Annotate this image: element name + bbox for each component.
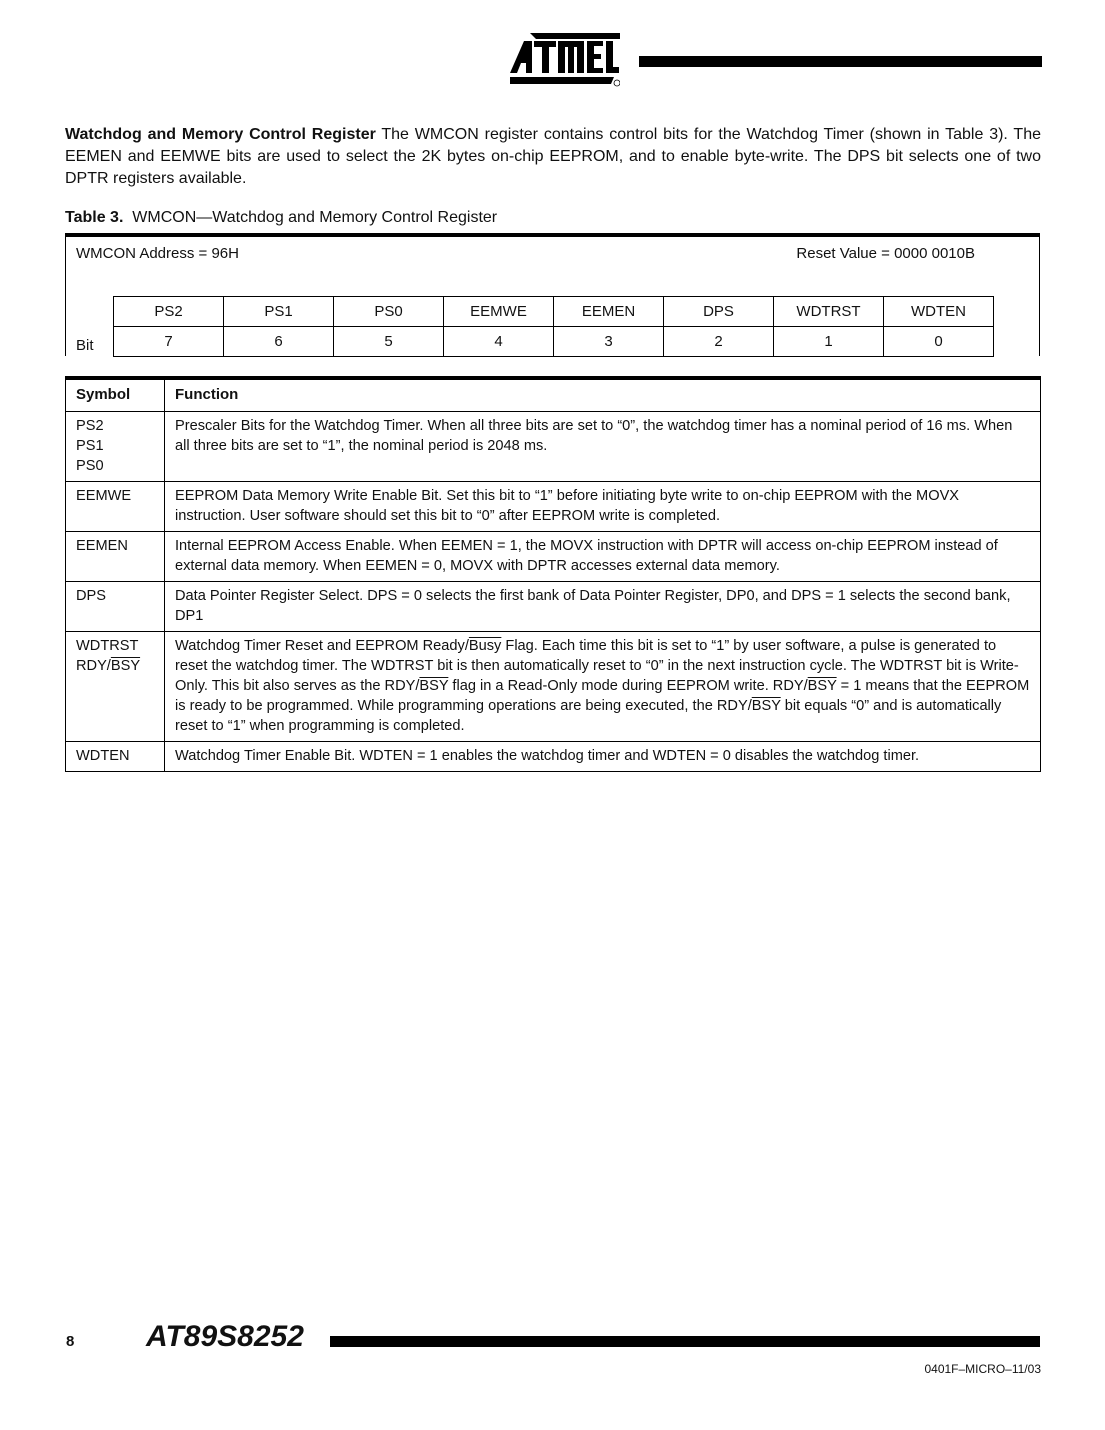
bit-numbers-row: 7 6 5 4 3 2 1 0 — [113, 326, 994, 357]
overline-segment: BSY — [807, 678, 837, 694]
document-id: 0401F–MICRO–11/03 — [924, 1362, 1041, 1376]
table-row: EEMWE EEPROM Data Memory Write Enable Bi… — [65, 481, 1041, 532]
text-segment: = 1 means that the EEPROM is ready to be… — [175, 678, 1030, 714]
register-address: WMCON Address = 96H — [76, 245, 239, 262]
register-diagram: WMCON Address = 96H Reset Value = 0000 0… — [65, 233, 1040, 357]
atmel-logo — [510, 33, 620, 87]
symbol-cell: PS2 PS1 PS0 — [65, 411, 165, 482]
overline-segment: BSY — [419, 678, 449, 694]
bit-table: PS2 PS1 PS0 EEMWE EEMEN DPS WDTRST WDTEN… — [113, 296, 994, 357]
bit-number: 3 — [553, 326, 664, 357]
intro-paragraph: Watchdog and Memory Control Register The… — [65, 124, 1041, 190]
bit-number: 6 — [223, 326, 334, 357]
header-function: Function — [164, 377, 1041, 412]
footer-rule — [330, 1336, 1040, 1347]
text-segment: Watchdog Timer Reset and EEPROM Ready/ — [175, 638, 469, 654]
symbol-cell: DPS — [65, 581, 165, 632]
reset-value: Reset Value = 0000 0010B — [796, 245, 975, 262]
symbol-cell: WDTEN — [65, 741, 165, 772]
caption-label: Table 3. — [65, 209, 124, 226]
bit-name: EEMWE — [443, 296, 554, 327]
bit-number: 5 — [333, 326, 444, 357]
symbol-overline: BSY — [110, 658, 141, 674]
bit-names-row: PS2 PS1 PS0 EEMWE EEMEN DPS WDTRST WDTEN — [113, 296, 994, 327]
bit-name: DPS — [663, 296, 774, 327]
symbol: PS2 — [76, 418, 104, 434]
page-number: 8 — [66, 1333, 75, 1350]
bit-number: 2 — [663, 326, 774, 357]
symbol-cell: EEMWE — [65, 481, 165, 532]
overline-segment: BSY — [751, 698, 781, 714]
bit-name: PS1 — [223, 296, 334, 327]
bit-number: 4 — [443, 326, 554, 357]
bit-name: PS2 — [113, 296, 224, 327]
bit-label: Bit — [76, 337, 94, 354]
bit-name: WDTEN — [883, 296, 994, 327]
function-cell: Prescaler Bits for the Watchdog Timer. W… — [164, 411, 1041, 482]
table-caption: Table 3. WMCON—Watchdog and Memory Contr… — [65, 209, 497, 227]
symbol-cell: EEMEN — [65, 531, 165, 582]
bit-name: EEMEN — [553, 296, 664, 327]
symbol-cell: WDTRST RDY/BSY — [65, 631, 165, 742]
table-row: PS2 PS1 PS0 Prescaler Bits for the Watchdo… — [65, 411, 1041, 482]
product-name: AT89S8252 — [146, 1320, 304, 1353]
intro-body: The WMCON register contains control bits… — [65, 126, 1042, 187]
function-cell: Data Pointer Register Select. DPS = 0 se… — [164, 581, 1041, 632]
header-rule — [639, 56, 1042, 67]
overline-segment: Busy — [468, 638, 502, 654]
function-cell: Watchdog Timer Enable Bit. WDTEN = 1 ena… — [164, 741, 1041, 772]
header-symbol: Symbol — [65, 377, 165, 412]
function-cell: Internal EEPROM Access Enable. When EEME… — [164, 531, 1041, 582]
symbol: WDTRST — [76, 638, 139, 654]
symbol: RDY/ — [76, 658, 111, 674]
symbol: PS0 — [76, 458, 104, 474]
bit-number: 1 — [773, 326, 884, 357]
caption-title: WMCON—Watchdog and Memory Control Regist… — [132, 209, 498, 226]
table-row: WDTEN Watchdog Timer Enable Bit. WDTEN =… — [65, 741, 1041, 772]
table-header-row: Symbol Function — [65, 377, 1041, 412]
text-segment: bit equals “0” and is automatically rese… — [175, 698, 1002, 734]
text-segment: Flag. Each time this bit is set to “1” b… — [175, 638, 1019, 694]
bit-number: 7 — [113, 326, 224, 357]
bit-number: 0 — [883, 326, 994, 357]
table-row: DPS Data Pointer Register Select. DPS = … — [65, 581, 1041, 632]
table-row: WDTRST RDY/BSY Watchdog Timer Reset and E… — [65, 631, 1041, 742]
bit-name: WDTRST — [773, 296, 884, 327]
text-segment: flag in a Read-Only mode during EEPROM w… — [448, 678, 808, 694]
function-cell: Watchdog Timer Reset and EEPROM Ready/Bu… — [164, 631, 1041, 742]
section-heading: Watchdog and Memory Control Register — [65, 126, 376, 143]
symbol: PS1 — [76, 438, 104, 454]
function-cell: EEPROM Data Memory Write Enable Bit. Set… — [164, 481, 1041, 532]
bit-name: PS0 — [333, 296, 444, 327]
function-table: Symbol Function PS2 PS1 PS0 Prescaler Bits… — [65, 376, 1041, 772]
table-row: EEMEN Internal EEPROM Access Enable. Whe… — [65, 531, 1041, 582]
